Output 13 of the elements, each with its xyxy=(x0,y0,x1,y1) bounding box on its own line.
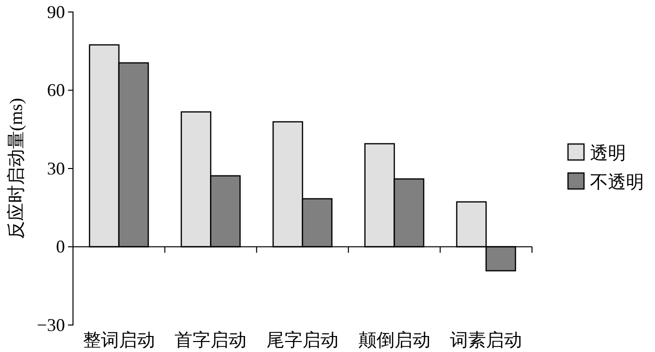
legend-label: 透明 xyxy=(590,143,626,163)
y-tick-label: 60 xyxy=(47,80,65,100)
y-tick-label: 90 xyxy=(47,2,65,22)
x-tick-label: 尾字启动 xyxy=(266,330,338,350)
y-tick-label: −30 xyxy=(36,314,65,335)
x-tick-label: 整词启动 xyxy=(82,330,155,350)
y-axis-title: 反应时启动量(ms) xyxy=(6,98,26,239)
y-tick-label: 0 xyxy=(56,236,65,257)
y-tick-label: 30 xyxy=(47,158,65,178)
x-tick-label: 首字启动 xyxy=(174,330,247,350)
x-tick-label: 词素启动 xyxy=(450,330,522,350)
legend-label: 不透明 xyxy=(590,172,644,192)
x-tick-label: 颠倒启动 xyxy=(358,330,430,350)
